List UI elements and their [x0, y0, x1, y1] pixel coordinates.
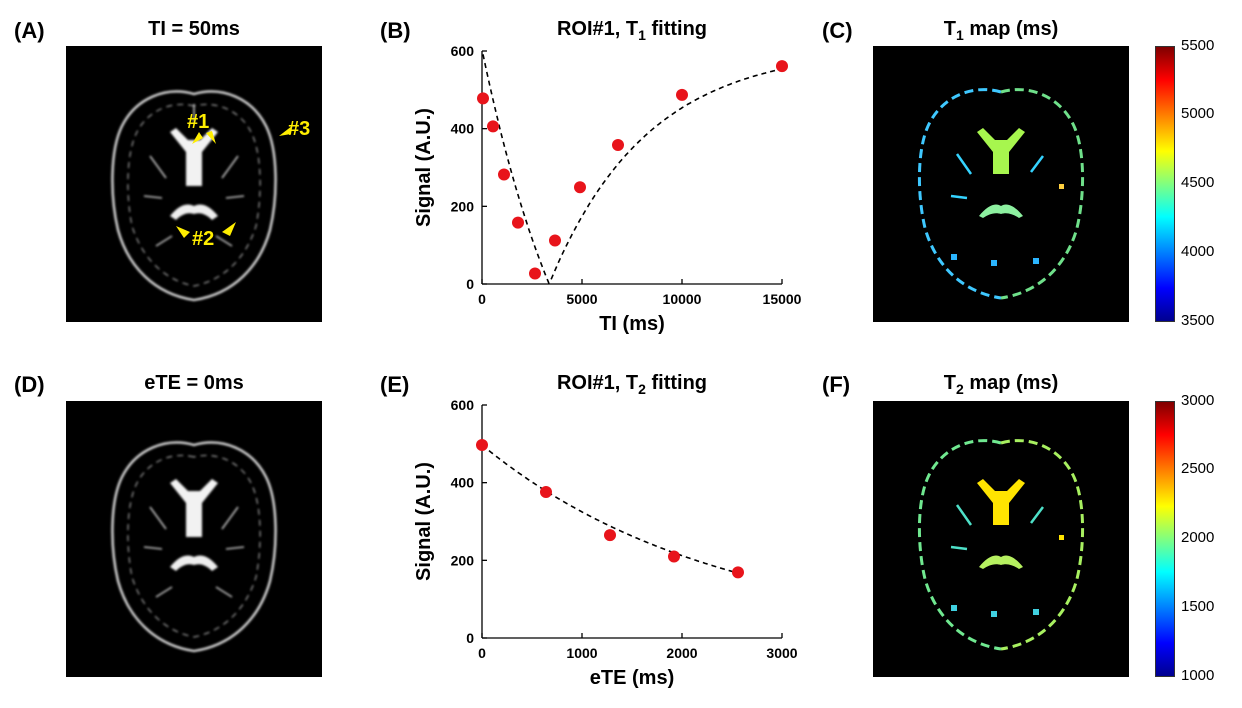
data-point — [604, 529, 616, 542]
mri-image-ete0 — [66, 401, 322, 677]
t2-map-image — [873, 401, 1129, 677]
t1-colorbar-tick: 4000 — [1181, 243, 1215, 260]
fit-curve — [482, 54, 783, 285]
x-tick-label: 2000 — [666, 645, 697, 661]
x-tick-label: 0 — [478, 291, 486, 307]
data-point — [498, 168, 510, 181]
panel-label-f: (F) — [822, 372, 851, 397]
x-tick-label: 15000 — [763, 291, 802, 307]
data-point — [776, 60, 788, 73]
panel-f-title: T2 map (ms) — [943, 372, 1059, 397]
t1-colorbar-tick: 3500 — [1181, 312, 1215, 329]
t2-colorbar-tick: 1500 — [1181, 598, 1215, 615]
roi-3-arrow — [279, 126, 292, 136]
t1-map-image — [873, 46, 1129, 322]
data-point — [540, 485, 552, 498]
t2-colorbar-tick: 1000 — [1181, 667, 1215, 684]
data-point — [676, 88, 688, 101]
data-point — [512, 216, 524, 229]
y-tick-label: 200 — [451, 552, 475, 568]
data-point — [612, 138, 624, 151]
panel-a-title: TI = 50ms — [148, 18, 240, 40]
panel-c-title: T1 map (ms) — [943, 18, 1059, 43]
brain-outline-d — [111, 441, 277, 653]
roi-3-label: #3 — [288, 118, 310, 140]
y-tick-label: 0 — [466, 276, 474, 292]
fit-curve — [481, 444, 739, 574]
roi-2-arrow-left — [176, 226, 190, 238]
data-point — [487, 120, 499, 133]
y-axis-label: Signal (A.U.) — [413, 462, 435, 581]
y-tick-label: 200 — [451, 198, 475, 214]
t1-colorbar — [1155, 46, 1175, 322]
y-tick-label: 600 — [451, 397, 475, 413]
t2-fitting-chart: 0 200 400 600 0 1000 2000 3000 eTE (ms) Signal (A… — [413, 397, 798, 689]
x-axis-label: TI (ms) — [599, 313, 665, 335]
y-axis-label: Signal (A.U.) — [413, 108, 435, 227]
t2-colorbar — [1155, 401, 1175, 677]
data-point — [549, 234, 561, 247]
data-point — [732, 566, 744, 579]
data-point — [477, 92, 489, 105]
t1-map-overlay — [917, 88, 1085, 300]
x-tick-label: 10000 — [663, 291, 702, 307]
panel-label-d: (D) — [14, 372, 45, 397]
y-tick-label: 400 — [451, 121, 475, 137]
x-axis-label: eTE (ms) — [590, 667, 674, 689]
x-tick-label: 3000 — [766, 645, 797, 661]
panel-d-title: eTE = 0ms — [144, 372, 244, 394]
t1-colorbar-tick: 5000 — [1181, 105, 1215, 122]
panel-label-e: (E) — [380, 372, 410, 397]
t2-map-overlay — [917, 439, 1085, 651]
data-point — [529, 267, 541, 280]
mri-image-ti50: #1 #3 #2 — [66, 46, 322, 322]
panel-e-title: ROI#1, T2 fitting — [556, 372, 708, 397]
t1-colorbar-tick: 5500 — [1181, 37, 1215, 54]
panel-label-b: (B) — [380, 18, 411, 43]
t1-colorbar-tick: 4500 — [1181, 174, 1215, 191]
roi-2-arrow-right — [222, 222, 236, 236]
y-tick-label: 0 — [466, 630, 474, 646]
panel-b-title: ROI#1, T1 fitting — [556, 18, 708, 43]
data-point — [476, 438, 488, 451]
roi-1-label: #1 — [187, 111, 209, 133]
x-tick-label: 1000 — [566, 645, 597, 661]
roi-2-label: #2 — [192, 228, 214, 250]
t1-fitting-chart: 0 200 400 600 0 5000 10000 15000 TI (ms) Signal (… — [413, 43, 802, 335]
x-tick-label: 0 — [478, 645, 486, 661]
panel-label-a: (A) — [14, 18, 45, 43]
t2-colorbar-tick: 2500 — [1181, 460, 1215, 477]
y-tick-label: 600 — [451, 43, 475, 59]
data-point — [668, 550, 680, 563]
t2-colorbar-tick: 3000 — [1181, 392, 1215, 409]
x-tick-label: 5000 — [566, 291, 597, 307]
roi-1-arrow-right — [206, 131, 216, 144]
brain-outline — [111, 90, 277, 302]
roi-1-arrow-left — [192, 132, 203, 144]
data-point — [574, 181, 586, 194]
y-tick-label: 400 — [451, 475, 475, 491]
panel-label-c: (C) — [822, 18, 853, 43]
t2-colorbar-tick: 2000 — [1181, 529, 1215, 546]
